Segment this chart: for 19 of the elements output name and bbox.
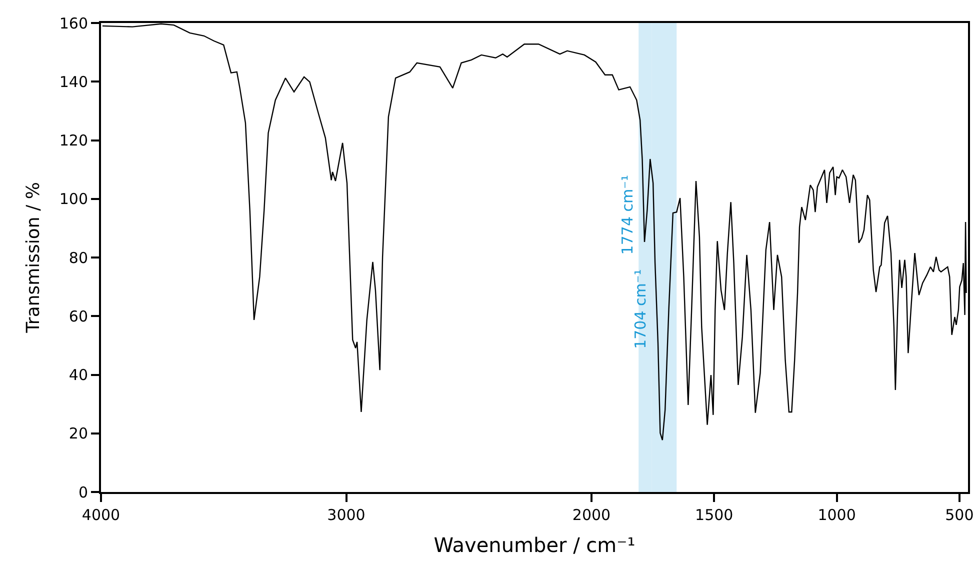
y-tick-label: 20 [68, 424, 88, 443]
band-label: 1704 cm⁻¹ [631, 269, 650, 349]
x-tick-label: 4000 [82, 506, 120, 524]
y-tick-label: 160 [59, 14, 88, 32]
x-tick-label: 1000 [818, 506, 856, 524]
y-tick-label: 80 [68, 248, 88, 267]
x-tick-label: 2000 [572, 506, 611, 524]
x-tick-label: 500 [945, 506, 974, 524]
x-tick-label: 3000 [327, 506, 366, 524]
x-axis-title: Wavenumber / cm⁻¹ [434, 533, 636, 557]
y-axis-title: Transmission / % [23, 182, 44, 334]
band-label: 1774 cm⁻¹ [618, 174, 637, 255]
y-tick-label: 120 [59, 132, 88, 150]
y-tick-label: 60 [68, 307, 88, 326]
y-tick-label: 0 [78, 483, 88, 502]
y-tick-label: 40 [68, 366, 88, 384]
y-tick-label: 140 [59, 72, 88, 91]
x-tick-label: 1500 [695, 506, 734, 524]
y-tick-label: 100 [59, 190, 88, 208]
